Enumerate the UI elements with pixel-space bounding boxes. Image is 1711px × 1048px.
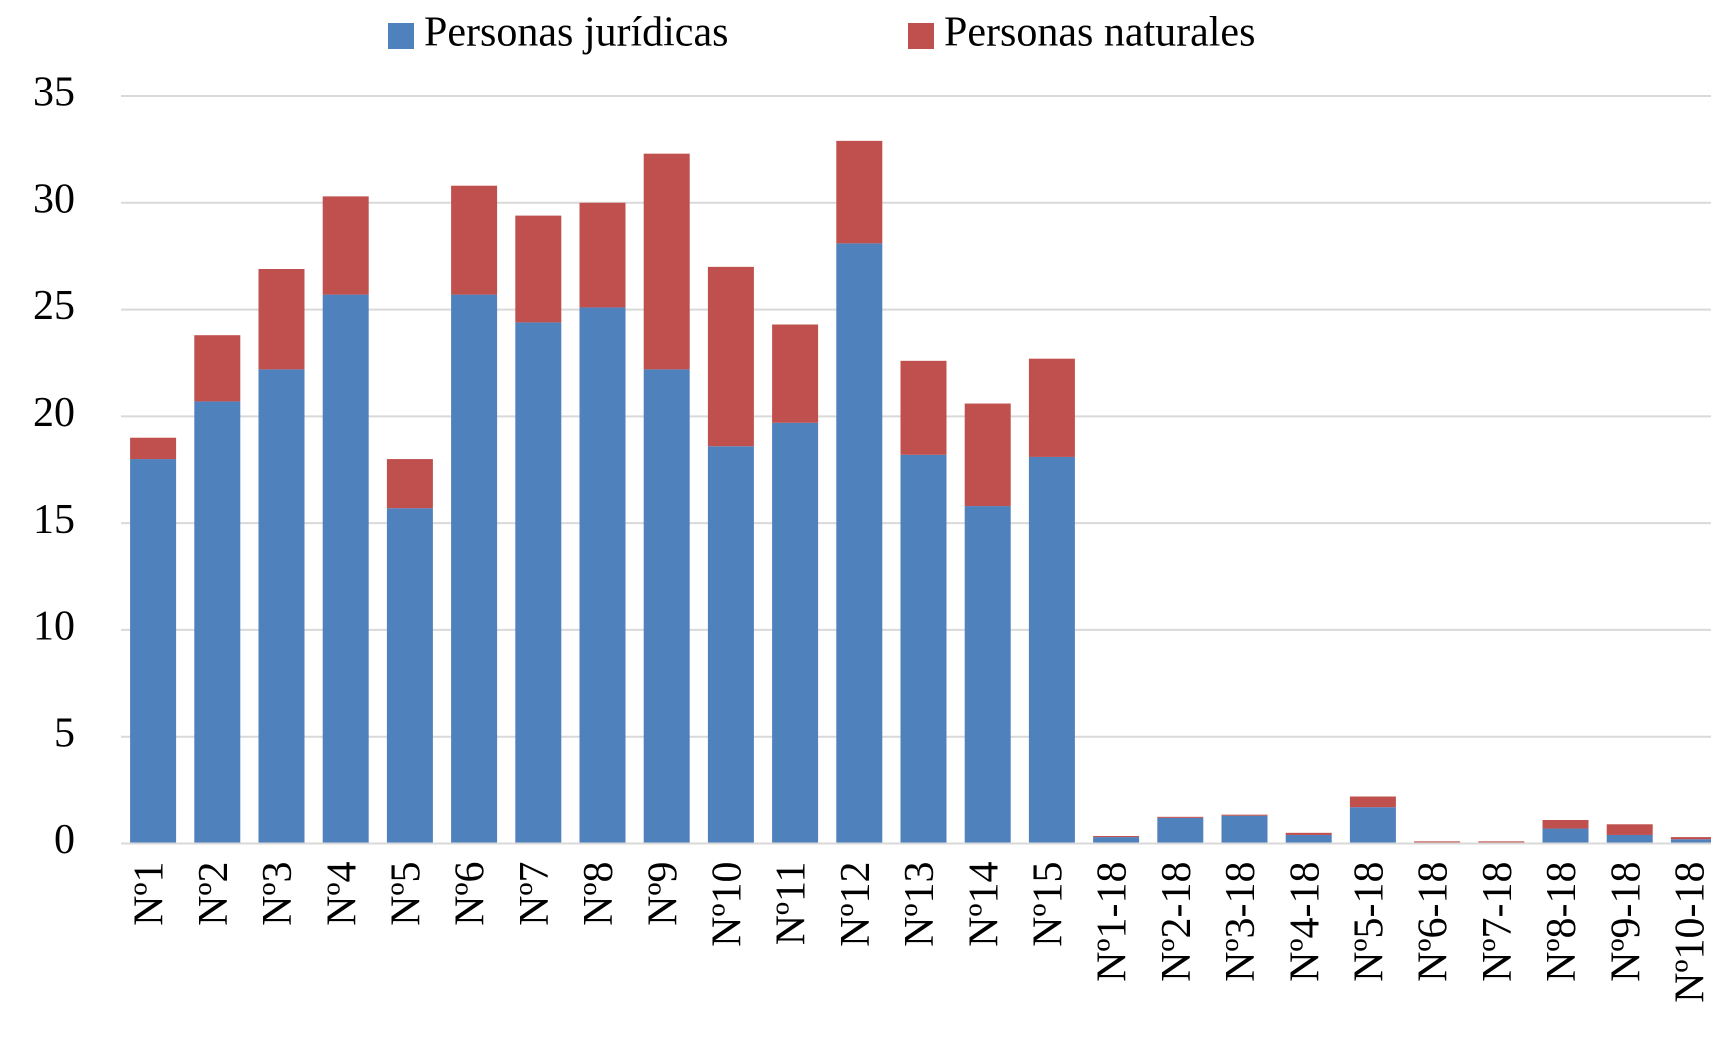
- x-tick-label: Nº14: [961, 862, 1007, 947]
- bar-segment: [1157, 816, 1204, 818]
- bar-segment: [322, 196, 369, 295]
- bar-segment: [451, 294, 498, 844]
- x-tick-label: Nº2-18: [1154, 862, 1200, 982]
- x-tick-label: Nº10-18: [1668, 862, 1711, 1003]
- bar-segment: [1221, 815, 1268, 844]
- x-tick-label: Nº1: [127, 862, 173, 926]
- bar-segment: [643, 153, 690, 370]
- legend-swatch: [908, 23, 934, 49]
- bar-segment: [1285, 832, 1332, 835]
- x-tick-label: Nº6-18: [1411, 862, 1457, 982]
- bar-segment: [579, 202, 626, 308]
- bar-segment: [194, 335, 241, 402]
- bar-segment: [707, 446, 754, 844]
- bar-segment: [1093, 837, 1140, 844]
- bar-segment: [964, 403, 1011, 507]
- x-tick-label: Nº8-18: [1539, 862, 1585, 982]
- y-tick-label: 5: [54, 710, 75, 756]
- x-tick-label: Nº4: [319, 862, 365, 926]
- bar-segment: [579, 307, 626, 844]
- bar-segment: [515, 215, 562, 323]
- x-tick-label: Nº6: [448, 862, 494, 926]
- bar-segment: [258, 268, 305, 370]
- x-tick-label: Nº15: [1026, 862, 1072, 947]
- bar-segment: [1028, 358, 1075, 457]
- bar-segment: [772, 422, 819, 844]
- x-tick-label: Nº13: [897, 862, 943, 947]
- bar-segment: [1285, 834, 1332, 844]
- bar-segment: [707, 266, 754, 447]
- legend-swatch: [388, 23, 414, 49]
- x-tick-label: Nº5-18: [1347, 862, 1393, 982]
- bar-segment: [322, 294, 369, 844]
- bar-segment: [964, 506, 1011, 844]
- bar-segment: [258, 369, 305, 844]
- bar-segment: [772, 324, 819, 423]
- legend-label: Personas naturales: [944, 10, 1255, 56]
- bar-segment: [1349, 796, 1396, 808]
- x-tick-label: Nº7-18: [1475, 862, 1521, 982]
- bar-segment: [1221, 814, 1268, 816]
- y-tick-label: 25: [33, 283, 75, 329]
- bar-segment: [900, 360, 947, 455]
- y-tick-label: 10: [33, 604, 75, 650]
- y-tick-label: 20: [33, 390, 75, 436]
- bar-segment: [386, 459, 433, 509]
- bar-segment: [1670, 837, 1711, 840]
- bar-segment: [1478, 841, 1525, 843]
- y-tick-label: 35: [33, 70, 75, 116]
- x-tick-label: Nº9: [640, 862, 686, 926]
- x-tick-label: Nº7: [512, 862, 558, 926]
- y-tick-label: 30: [33, 176, 75, 222]
- bar-segment: [1542, 820, 1589, 829]
- y-tick-label: 0: [54, 817, 75, 863]
- x-tick-label: Nº2: [191, 862, 237, 926]
- x-tick-label: Nº3-18: [1218, 862, 1264, 982]
- x-tick-label: Nº4-18: [1282, 862, 1328, 982]
- bar-segment: [643, 369, 690, 844]
- bar-segment: [1670, 839, 1711, 844]
- bar-segment: [1093, 836, 1140, 838]
- bar-segment: [836, 243, 883, 844]
- bar-segment: [1349, 807, 1396, 844]
- bar-segment: [194, 401, 241, 844]
- x-tick-label: Nº10: [705, 862, 751, 947]
- bar-segment: [1414, 841, 1461, 843]
- bar-segment: [836, 140, 883, 244]
- x-tick-label: Nº1-18: [1090, 862, 1136, 982]
- bar-segment: [386, 508, 433, 844]
- bar-segment: [1542, 828, 1589, 844]
- x-tick-label: Nº8: [576, 862, 622, 926]
- bar-segment: [1606, 834, 1653, 844]
- legend-label: Personas jurídicas: [424, 10, 728, 56]
- bar-segment: [130, 437, 177, 460]
- bar-segment: [130, 459, 177, 844]
- y-tick-label: 15: [33, 497, 75, 543]
- bar-segment: [1028, 456, 1075, 844]
- x-tick-label: Nº5: [384, 862, 430, 926]
- bar-segment: [1157, 817, 1204, 844]
- x-tick-label: Nº12: [833, 862, 879, 947]
- x-tick-label: Nº9-18: [1603, 862, 1649, 982]
- x-tick-label: Nº11: [769, 862, 815, 946]
- bar-segment: [1606, 824, 1653, 835]
- bar-segment: [900, 454, 947, 844]
- bar-segment: [451, 185, 498, 295]
- x-tick-label: Nº3: [255, 862, 301, 926]
- bar-segment: [515, 322, 562, 844]
